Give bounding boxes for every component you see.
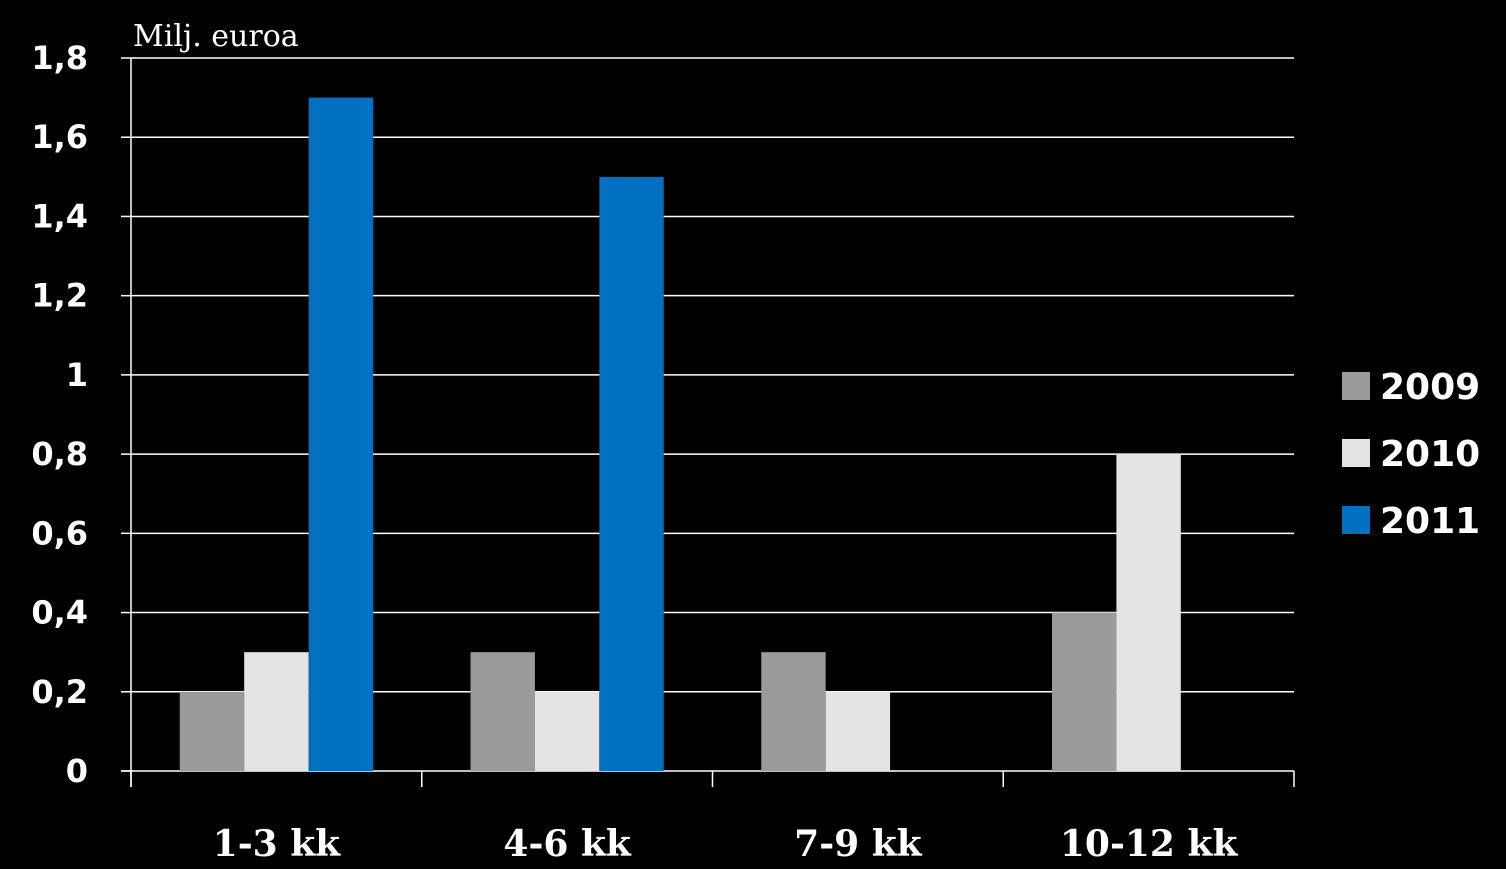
x-tick-label: 7-9 kk <box>794 823 923 864</box>
legend-label-2009: 2009 <box>1380 367 1480 408</box>
x-tick-label: 4-6 kk <box>503 823 632 864</box>
bar-2010-1-3-kk <box>244 652 309 771</box>
y-tick-label: 1,2 <box>31 277 88 315</box>
y-tick-label: 1,6 <box>31 118 88 156</box>
legend-swatch-2011 <box>1342 506 1370 534</box>
legend-label-2011: 2011 <box>1380 501 1480 542</box>
bar-2009-4-6-kk <box>470 652 535 771</box>
y-tick-label: 1,4 <box>31 197 88 235</box>
bar-2010-4-6-kk <box>534 691 600 771</box>
y-tick-label: 1 <box>66 356 88 394</box>
x-tick-label: 10-12 kk <box>1060 823 1239 864</box>
y-tick-label: 0,8 <box>31 435 88 473</box>
y-tick-label: 0,6 <box>31 514 88 552</box>
x-axis-tick-labels: 1-3 kk 4-6 kk 7-9 kk 10-12 kk <box>213 823 1239 865</box>
y-tick-label: 1,8 <box>31 39 88 77</box>
x-tick-label: 1-3 kk <box>213 823 342 864</box>
legend-swatch-2009 <box>1342 372 1370 400</box>
legend-swatch-2010 <box>1342 439 1370 467</box>
bar-2011-1-3-kk <box>308 97 373 772</box>
legend-label-2010: 2010 <box>1380 434 1480 475</box>
legend: 2009 2010 2011 <box>1342 367 1480 542</box>
y-tick-label: 0,4 <box>31 594 88 632</box>
y-tick-label: 0,2 <box>31 673 88 711</box>
bar-2009-7-9-kk <box>761 652 826 771</box>
bar-2009-10-12-kk <box>1052 612 1117 771</box>
bar-2010-7-9-kk <box>825 691 891 771</box>
y-axis-tick-labels: 0 0,2 0,4 0,6 0,8 1 1,2 1,4 1,6 1,8 <box>31 39 88 790</box>
unit-label: Milj. euroa <box>133 19 299 54</box>
y-tick-label: 0 <box>66 752 88 790</box>
bar-2010-10-12-kk <box>1116 454 1181 771</box>
bar-2009-1-3-kk <box>179 691 245 771</box>
bar-2011-4-6-kk <box>599 176 664 772</box>
bars <box>179 97 1181 772</box>
